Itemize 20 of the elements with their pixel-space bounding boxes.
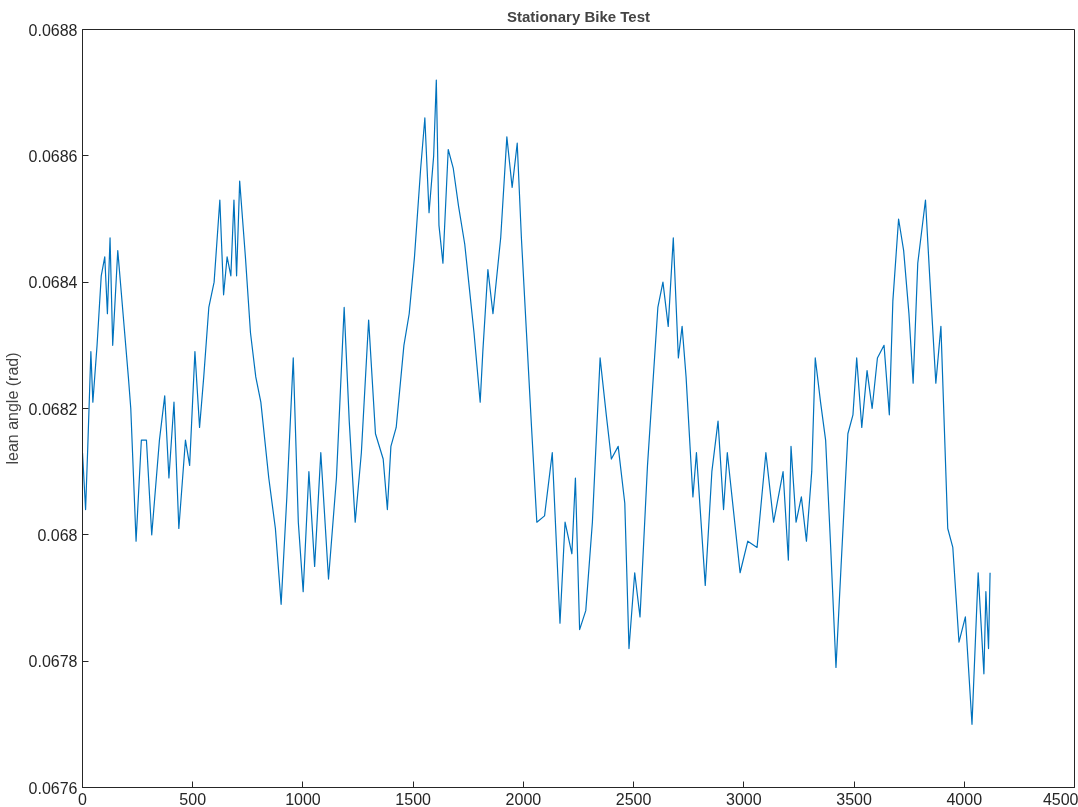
y-tick-label: 0.0684 <box>28 274 78 292</box>
y-tick-label: 0.0688 <box>28 21 78 39</box>
x-tick-label: 3000 <box>726 790 762 807</box>
y-tick-label: 0.068 <box>37 526 78 544</box>
x-tick-label: 4000 <box>946 790 983 807</box>
x-tick-label: 0 <box>78 790 88 807</box>
x-tick-label: 1000 <box>285 790 321 807</box>
x-tick-label: 500 <box>179 790 207 807</box>
x-tick-label: 4500 <box>1042 790 1078 807</box>
x-tick-label: 2000 <box>505 790 542 807</box>
x-tick-label: 3500 <box>836 790 872 807</box>
chart-title: Stationary Bike Test <box>506 7 651 25</box>
x-tick-label: 1500 <box>395 790 432 807</box>
y-tick-label: 0.0676 <box>28 779 78 797</box>
y-tick-label: 0.0686 <box>28 147 78 165</box>
y-tick-label: 0.0678 <box>28 653 78 671</box>
y-tick-label: 0.0682 <box>28 400 78 418</box>
x-tick-label: 2500 <box>615 790 652 807</box>
line-series <box>82 79 991 725</box>
y-axis-title: lean angle (rad) <box>3 352 21 465</box>
